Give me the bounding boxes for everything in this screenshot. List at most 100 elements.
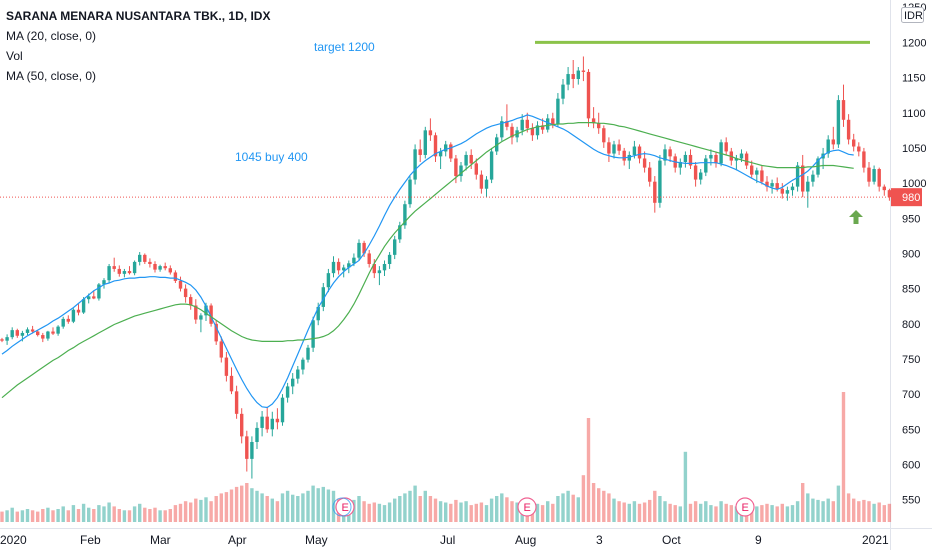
candle-body bbox=[342, 267, 346, 271]
last-price-label: 980 bbox=[902, 192, 920, 204]
volume-bar bbox=[790, 505, 795, 522]
candles[interactable] bbox=[0, 56, 892, 479]
candle-body bbox=[760, 170, 764, 182]
candle-body bbox=[250, 441, 254, 459]
volume-bar bbox=[591, 483, 596, 522]
candle-body bbox=[36, 331, 40, 336]
volume-bar bbox=[428, 496, 433, 522]
candle-body bbox=[566, 74, 570, 85]
candle-body bbox=[826, 139, 830, 154]
candle-body bbox=[811, 174, 815, 182]
volume-bar bbox=[449, 503, 453, 522]
volume-bar bbox=[673, 505, 677, 522]
buy-annotation[interactable]: 1045 buy 400 bbox=[235, 150, 308, 164]
target-annotation[interactable]: target 1200 bbox=[314, 40, 375, 54]
moving-averages bbox=[1, 114, 854, 409]
volume-bar bbox=[245, 483, 249, 522]
volume-bar bbox=[194, 498, 198, 522]
volume-bar bbox=[464, 501, 468, 522]
candle-body bbox=[25, 329, 30, 333]
candle-body bbox=[561, 84, 565, 99]
y-tick-label: 1050 bbox=[902, 143, 926, 155]
candle-body bbox=[97, 284, 101, 299]
volume-bar bbox=[479, 502, 484, 522]
volume-bar bbox=[602, 490, 606, 522]
volume-label[interactable]: Vol bbox=[6, 49, 23, 63]
candle-body bbox=[683, 154, 688, 162]
volume-bar bbox=[688, 503, 693, 522]
candle-body bbox=[770, 183, 774, 187]
candle-body bbox=[178, 280, 183, 289]
candle-body bbox=[0, 339, 4, 341]
candle-body bbox=[571, 74, 575, 79]
candle-body bbox=[831, 139, 835, 145]
volume-bar bbox=[81, 503, 86, 522]
candle-body bbox=[520, 119, 524, 131]
candle-body bbox=[194, 305, 198, 320]
ma20-label[interactable]: MA (20, close, 0) bbox=[6, 29, 97, 43]
candle-body bbox=[632, 146, 637, 155]
volume-bar bbox=[255, 490, 259, 522]
volume-bar bbox=[454, 499, 458, 522]
volume-bar bbox=[418, 496, 422, 522]
candle-body bbox=[183, 288, 188, 298]
volume-bar bbox=[826, 498, 830, 522]
volume-bar bbox=[699, 503, 703, 522]
candle-body bbox=[444, 144, 448, 152]
candle-body bbox=[393, 239, 397, 255]
candle-body bbox=[362, 242, 366, 254]
candle-body bbox=[81, 299, 86, 313]
candle-body bbox=[678, 161, 682, 168]
volume-bar bbox=[97, 505, 101, 522]
volume-bar bbox=[265, 496, 269, 522]
volume-bar bbox=[515, 502, 519, 522]
x-tick-label: Feb bbox=[80, 533, 101, 547]
volume-bar bbox=[66, 510, 70, 522]
volume-bar bbox=[882, 505, 886, 522]
volume-bar bbox=[153, 507, 157, 522]
x-tick-label: May bbox=[305, 533, 328, 547]
candle-body bbox=[56, 326, 60, 334]
volume-bar bbox=[505, 497, 509, 522]
candle-body bbox=[449, 144, 453, 159]
ma50-label[interactable]: MA (50, close, 0) bbox=[6, 69, 97, 83]
x-tick-label: Aug bbox=[515, 533, 536, 547]
candle-body bbox=[122, 271, 127, 274]
candle-body bbox=[138, 254, 142, 262]
volume-bar bbox=[393, 498, 397, 522]
candle-body bbox=[591, 118, 596, 124]
candle-body bbox=[469, 154, 473, 164]
volume-bar bbox=[495, 496, 499, 522]
candle-body bbox=[607, 142, 611, 154]
candle-body bbox=[464, 154, 468, 166]
volume-bar bbox=[571, 494, 575, 522]
candle-body bbox=[704, 158, 708, 173]
volume-bar bbox=[5, 510, 9, 522]
y-tick-label: 900 bbox=[902, 248, 920, 260]
candle-body bbox=[71, 309, 76, 322]
volume-bar bbox=[729, 505, 733, 522]
y-tick-label: 650 bbox=[902, 424, 920, 436]
chart-legend: SARANA MENARA NUSANTARA TBK., 1D, IDX MA… bbox=[6, 6, 270, 86]
candle-body bbox=[744, 153, 749, 166]
volume-bar bbox=[102, 506, 106, 522]
volume-bar bbox=[474, 503, 478, 522]
volume-bar bbox=[632, 501, 637, 522]
y-tick-label: 1000 bbox=[902, 178, 926, 190]
candle-body bbox=[857, 146, 861, 152]
candle-body bbox=[336, 261, 341, 271]
candle-body bbox=[714, 154, 718, 164]
candle-body bbox=[474, 163, 478, 175]
candle-body bbox=[505, 121, 509, 127]
symbol-title[interactable]: SARANA MENARA NUSANTARA TBK., 1D, IDX bbox=[6, 9, 271, 23]
volume-bar bbox=[459, 502, 463, 522]
earnings-marker-shadow bbox=[332, 497, 352, 517]
candle-body bbox=[622, 150, 626, 161]
candle-body bbox=[15, 330, 19, 336]
volume-bar bbox=[219, 493, 223, 522]
volume-bar bbox=[607, 493, 611, 522]
volume-bar bbox=[760, 505, 764, 522]
volume-bar bbox=[61, 506, 65, 522]
